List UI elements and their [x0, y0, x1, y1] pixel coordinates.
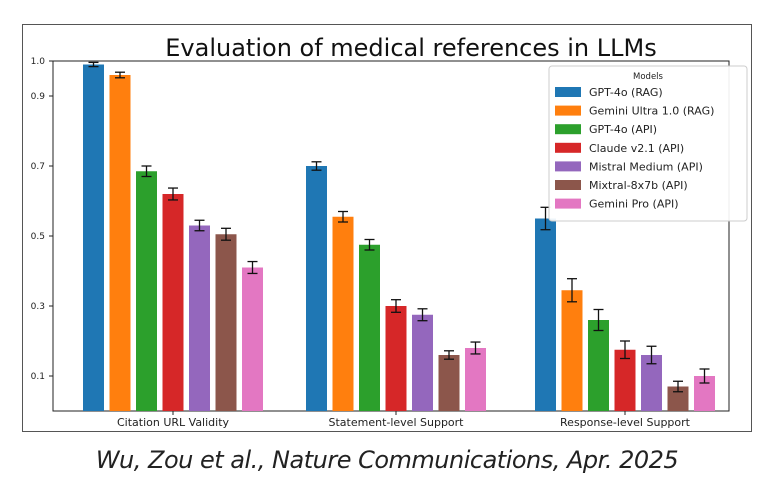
- legend-box: [548, 65, 748, 222]
- bar: [359, 244, 380, 411]
- legend-label: GPT-4o (RAG): [589, 86, 663, 99]
- y-tick-label: 0.3: [31, 302, 45, 312]
- y-tick-label: 0.7: [31, 162, 45, 172]
- legend-label: Gemini Pro (API): [589, 198, 679, 211]
- bar: [438, 355, 460, 411]
- bar: [694, 376, 715, 411]
- legend-swatch: [555, 105, 581, 116]
- legend-label: Mistral Medium (API): [589, 160, 703, 173]
- legend-title: Models: [633, 72, 664, 82]
- figure-frame: Evaluation of medical references in LLMs…: [22, 24, 752, 432]
- bars: [83, 61, 715, 411]
- chart: Evaluation of medical references in LLMs…: [31, 34, 748, 429]
- x-tick-label: Citation URL Validity: [117, 416, 230, 429]
- y-tick-label: 0.1: [31, 372, 45, 382]
- bar: [614, 349, 636, 411]
- bar: [412, 314, 433, 411]
- bar: [667, 386, 689, 411]
- x-tick-label: Response-level Support: [560, 416, 691, 429]
- legend-swatch: [555, 124, 581, 135]
- legend-swatch: [555, 142, 581, 153]
- legend-label: GPT-4o (API): [589, 123, 657, 136]
- bar: [189, 225, 210, 411]
- bar: [109, 75, 131, 411]
- bar: [162, 194, 184, 411]
- bar: [215, 234, 237, 411]
- y-axis: 1.0 0.9 0.7 0.5 0.3 0.1: [31, 57, 53, 382]
- bar: [242, 267, 263, 411]
- y-tick-label: 1.0: [31, 57, 46, 67]
- x-tick-label: Statement-level Support: [329, 416, 465, 429]
- bar: [588, 320, 609, 411]
- bar: [385, 306, 407, 411]
- bar: [465, 348, 486, 411]
- bar: [535, 218, 556, 411]
- legend: Models GPT-4o (RAG) Gemini Ultra 1.0 (RAG)…: [548, 65, 748, 222]
- bar: [136, 171, 157, 411]
- legend-swatch: [555, 161, 581, 172]
- legend-swatch: [555, 180, 581, 190]
- figure-caption: Wu, Zou et al., Nature Communications, A…: [95, 446, 679, 474]
- legend-swatch: [555, 87, 581, 97]
- bar: [306, 166, 327, 411]
- legend-label: Claude v2.1 (API): [589, 142, 684, 155]
- bar: [641, 355, 662, 411]
- bar: [83, 64, 104, 411]
- legend-label: Gemini Ultra 1.0 (RAG): [589, 105, 714, 118]
- y-tick-label: 0.5: [31, 232, 45, 242]
- y-tick-label: 0.9: [31, 92, 46, 102]
- bar: [561, 290, 583, 411]
- bar: [332, 216, 354, 411]
- chart-title: Evaluation of medical references in LLMs: [165, 34, 656, 62]
- legend-label: Mixtral-8x7b (API): [589, 179, 688, 192]
- legend-swatch: [555, 198, 581, 209]
- x-axis: Citation URL Validity Statement-level Sup…: [117, 411, 691, 429]
